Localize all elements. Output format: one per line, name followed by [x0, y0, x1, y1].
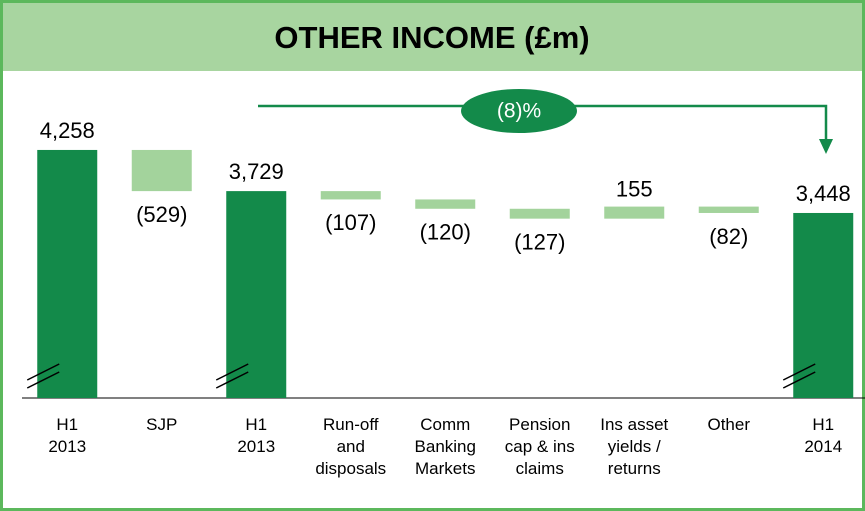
x-tick-line: claims: [516, 459, 564, 478]
x-tick-line: Ins asset: [600, 415, 668, 434]
x-tick-line: yields /: [608, 437, 661, 456]
x-tick-line: 2013: [237, 437, 275, 456]
x-tick-line: Markets: [415, 459, 475, 478]
x-tick-label: H1 2014: [804, 415, 842, 456]
change-arrow: [258, 104, 828, 140]
x-tick-line: Pension: [509, 415, 570, 434]
x-tick-line: cap & ins: [505, 437, 575, 456]
x-tick-line: H1: [812, 415, 834, 434]
change-label: (8)%: [497, 100, 541, 123]
value-label: (127): [514, 229, 565, 254]
x-tick-line: Banking: [415, 437, 476, 456]
axis-break: [215, 371, 249, 389]
value-label: 155: [616, 176, 653, 201]
axis-break: [782, 371, 816, 389]
x-tick-line: 2014: [804, 437, 842, 456]
axis-break: [26, 363, 60, 381]
total-bar: [37, 149, 98, 398]
x-tick-label: H1 2013: [237, 415, 275, 456]
x-tick-line: H1: [245, 415, 267, 434]
x-tick-line: H1: [56, 415, 78, 434]
value-label: (529): [136, 202, 187, 227]
value-label: 3,448: [796, 181, 851, 206]
x-tick-label: Ins asset yields / returns: [600, 415, 668, 478]
x-tick-label: Run-off and disposals: [315, 415, 386, 478]
change-bar: [131, 149, 192, 192]
axis-break: [26, 371, 60, 389]
change-bar: [320, 191, 381, 200]
axis-break: [782, 363, 816, 381]
x-tick-label: Pension cap & ins claims: [505, 415, 575, 478]
value-label: 3,729: [229, 159, 284, 184]
x-tick-line: SJP: [146, 415, 177, 434]
change-bar: [415, 199, 476, 209]
value-label: 4,258: [40, 118, 95, 143]
header: [3, 3, 862, 71]
total-bar: [793, 212, 854, 398]
x-tick-line: disposals: [315, 459, 386, 478]
x-tick-label: Comm Banking Markets: [415, 415, 476, 478]
x-tick-line: Run-off: [323, 415, 379, 434]
change-bar: [698, 206, 759, 213]
value-label: (107): [325, 210, 376, 235]
value-label: (82): [709, 224, 748, 249]
x-tick-label: H1 2013: [48, 415, 86, 456]
total-bar: [226, 191, 287, 398]
x-tick-line: and: [337, 437, 365, 456]
arrow-head: [819, 139, 833, 154]
change-badge: [461, 89, 577, 133]
change-bar: [509, 208, 570, 219]
x-tick-line: 2013: [48, 437, 86, 456]
x-tick-line: returns: [608, 459, 661, 478]
change-bar: [604, 206, 665, 219]
x-tick-label: SJP: [146, 415, 177, 434]
x-tick-line: Other: [707, 415, 750, 434]
value-label: (120): [420, 220, 471, 245]
x-tick-line: Comm: [420, 415, 470, 434]
axis-break: [215, 363, 249, 381]
x-tick-label: Other: [707, 415, 750, 434]
chart-title: OTHER INCOME (£m): [274, 20, 589, 55]
